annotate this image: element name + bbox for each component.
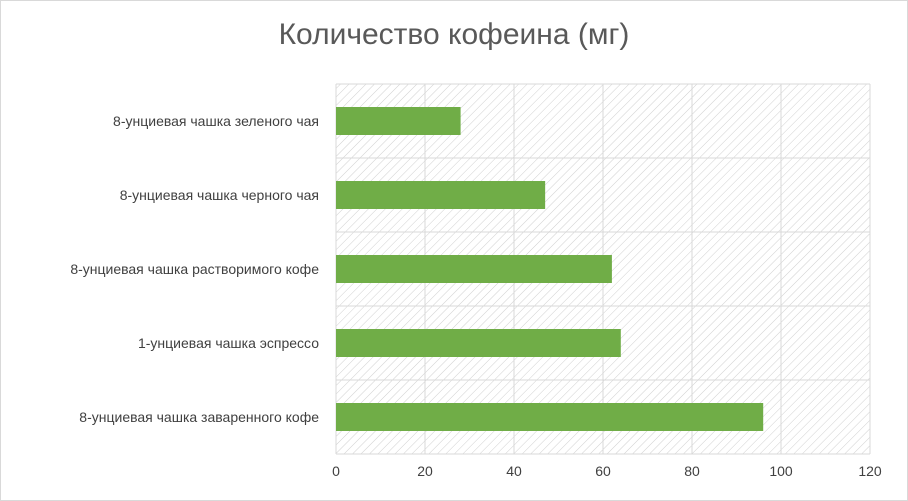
x-tick-label: 100 xyxy=(769,463,793,479)
x-tick-label: 80 xyxy=(684,463,700,479)
chart-title: Количество кофеина (мг) xyxy=(278,18,630,51)
category-label: 8-унциевая чашка растворимого кофе xyxy=(70,261,319,277)
x-tick-label: 60 xyxy=(595,463,611,479)
bar xyxy=(336,329,621,357)
bar xyxy=(336,403,764,431)
x-tick-label: 0 xyxy=(332,463,340,479)
bar xyxy=(336,181,546,209)
bar xyxy=(336,255,612,283)
category-label: 8-унциевая чашка заваренного кофе xyxy=(79,409,319,425)
x-tick-label: 40 xyxy=(506,463,522,479)
category-label: 1-унциевая чашка эспрессо xyxy=(138,335,319,351)
category-label: 8-унциевая чашка черного чая xyxy=(120,187,319,203)
x-tick-label: 120 xyxy=(858,463,882,479)
x-tick-label: 20 xyxy=(417,463,433,479)
bar xyxy=(336,107,461,135)
category-label: 8-унциевая чашка зеленого чая xyxy=(113,113,319,129)
